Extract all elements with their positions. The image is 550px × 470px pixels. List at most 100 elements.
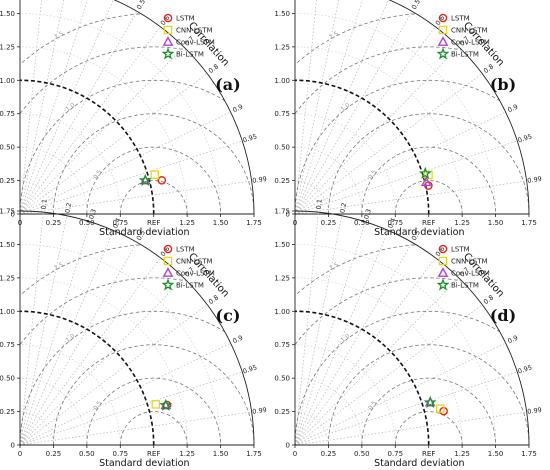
rms-contour [21,13,140,63]
x-tick-label: 0.25 [46,219,62,227]
legend-entry: Bi-LSTM [451,282,479,290]
data-point-conv-lstm [420,176,432,187]
y-tick-label: 1.25 [0,43,15,51]
y-tick-label: 1.00 [274,77,290,85]
y-tick-label: 0.75 [0,341,15,349]
data-point-cnn-lstm [436,404,445,413]
std-gridline [294,180,329,215]
panel-label: (b) [490,75,516,94]
rms-tick-label: 1.0 [65,102,77,114]
correlation-gridline [294,0,317,215]
reference-std-arc [294,310,430,446]
legend-marker-bi-lstm [436,278,450,291]
y-tick-label: 0.25 [274,408,290,416]
std-gridline [19,146,88,215]
legend-marker-cnn-lstm [163,256,173,266]
y-tick-label: 1.00 [274,308,290,316]
correlation-gridline [19,0,42,215]
x-tick-label: 1.75 [246,219,262,227]
correlation-gridline [294,230,389,446]
std-gridline [19,411,54,446]
x-tick-label: 0 [293,450,297,458]
rms-contour [119,180,188,214]
legend-entry: Bi-LSTM [176,282,204,290]
x-tick-label: 0.75 [387,219,403,227]
x-tick-label: REF [147,219,160,227]
x-axis-label: Standard deviation [374,227,464,238]
x-tick-label: 0.50 [354,219,370,227]
rms-contour [361,146,496,215]
x-tick-label: 0.25 [321,219,337,227]
correlation-tick-label: 0.1 [40,199,49,210]
correlation-tick-label: 0.95 [517,132,533,144]
x-tick-label: 1.75 [246,450,262,458]
x-axis-label: Standard deviation [99,227,189,238]
data-point-cnn-lstm [151,400,161,409]
correlation-gridline [19,11,138,215]
x-tick-label: 1.50 [213,450,229,458]
rms-tick-label: 1.0 [340,102,352,114]
std-gridline [294,277,463,446]
y-tick-label: 0.50 [0,375,15,383]
rms-contour [53,113,255,215]
y-tick-label: 0 [286,442,290,450]
y-tick-label: 1.75 [0,208,15,216]
std-gridline [294,377,363,446]
panel-label: (a) [215,75,241,94]
correlation-gridline [19,73,208,215]
correlation-gridline [294,73,483,215]
legend-marker-bi-lstm [161,47,175,60]
x-tick-label: 0.25 [46,450,62,458]
rms-contour [19,310,225,446]
y-tick-label: 1.50 [274,10,290,18]
correlation-gridline [19,371,243,446]
correlation-tick-label: 0.1 [315,199,324,210]
correlation-gridline [294,242,413,446]
correlation-gridline [19,26,161,215]
x-tick-label: 0.75 [112,219,128,227]
std-gridline [294,146,363,215]
correlation-gridline [19,242,138,446]
rms-contour [21,244,140,294]
rms-tick-label: 0.5 [367,169,378,181]
legend-marker-cnn-lstm [163,25,173,35]
outer-boundary-arc [113,0,255,215]
correlation-gridline [294,215,343,446]
correlation-gridline [294,0,340,215]
legend-entry: CNN-LSTM [176,258,213,266]
correlation-tick-label: 0.8 [207,293,220,306]
rms-contour [328,344,530,446]
std-gridline [294,244,496,446]
x-tick-label: 0.50 [354,450,370,458]
correlation-gridline [19,304,208,446]
correlation-gridline [294,0,389,215]
rms-contour [53,344,255,446]
y-tick-label: 0 [11,211,15,219]
correlation-tick-label: 0.95 [517,363,533,375]
correlation-tick-label: 0.3 [362,208,373,220]
legend-entry: CNN-LSTM [176,27,213,35]
std-gridline [294,113,396,215]
rms-contour [19,79,225,215]
rms-tick-label: 1.0 [340,333,352,345]
correlation-gridline [294,411,527,446]
std-gridline [294,411,329,446]
x-tick-label: 0.75 [112,450,128,458]
correlation-tick-label: 0.99 [252,175,267,185]
legend-entry: Conv-LSTM [451,270,490,278]
correlation-tick-label: 0.5 [410,0,422,11]
y-tick-label: 0 [286,211,290,219]
correlation-gridline [19,212,44,446]
rms-tick-label: 1.5 [328,30,340,41]
rms-contour [19,46,186,114]
correlation-tick-label: 0.4 [386,217,397,230]
legend-entry: LSTM [176,246,195,254]
data-point-bi-lstm [423,395,437,408]
correlation-gridline [19,0,88,215]
correlation-gridline [294,277,460,446]
rms-contour [294,277,461,345]
legend-entry: Bi-LSTM [176,51,204,59]
data-point-conv-lstm [160,399,172,410]
data-point-bi-lstm [138,173,152,186]
x-tick-label: 1.25 [179,219,195,227]
